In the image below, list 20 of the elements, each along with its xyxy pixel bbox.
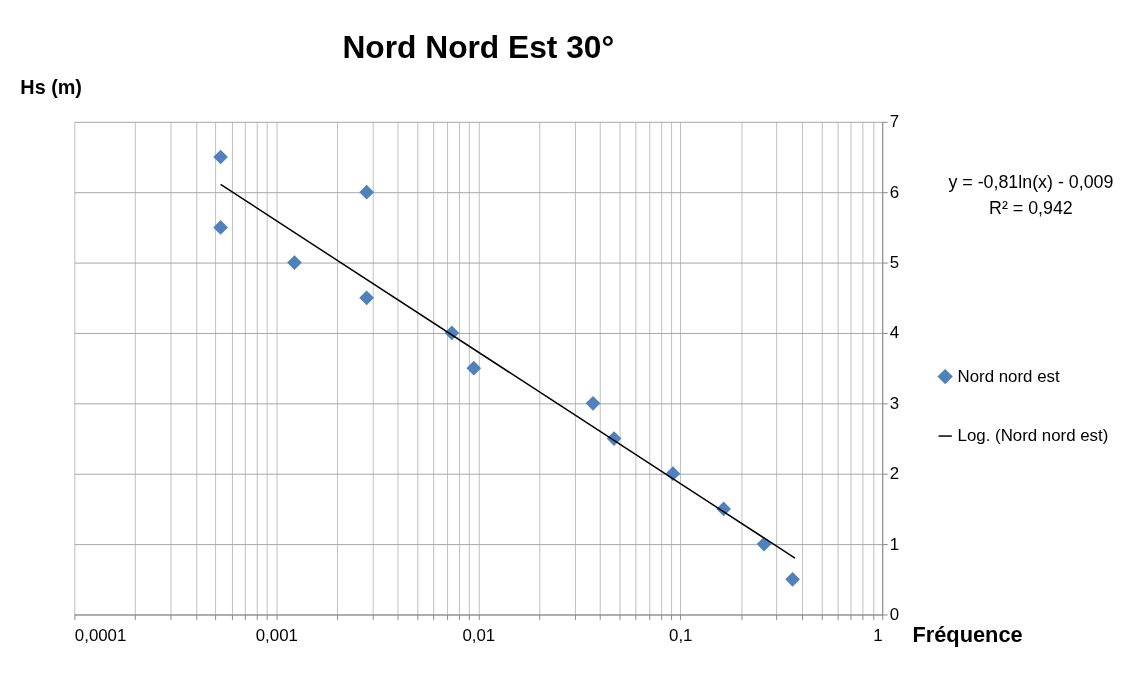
y-tick-label: 5 bbox=[889, 253, 900, 273]
x-tick-label: 0,01 bbox=[462, 625, 496, 645]
x-tick-label: 1 bbox=[873, 625, 883, 645]
y-tick-label: 1 bbox=[889, 534, 900, 554]
y-tick-label: 0 bbox=[889, 604, 900, 624]
text: R² = 0,942 bbox=[989, 198, 1073, 219]
y-axis-title: Hs (m) bbox=[20, 75, 82, 98]
x-tick-label: 0,0001 bbox=[74, 625, 127, 645]
x-tick-label: 0,1 bbox=[669, 625, 693, 645]
x-tick-label: 0,001 bbox=[255, 625, 298, 645]
y-tick-label: 2 bbox=[889, 464, 900, 484]
y-tick-label: 7 bbox=[889, 112, 900, 132]
text: y = -0,81ln(x) - 0,009 bbox=[948, 172, 1114, 193]
chart-title: Nord Nord Est 30° bbox=[342, 29, 615, 66]
y-tick-label: 3 bbox=[889, 393, 900, 413]
y-tick-label: 4 bbox=[889, 323, 900, 343]
x-axis-title: Fréquence bbox=[912, 621, 1023, 647]
legend-label: Log. (Nord nord est) bbox=[957, 426, 1109, 446]
legend-label: Nord nord est bbox=[957, 366, 1060, 386]
y-tick-label: 6 bbox=[889, 182, 900, 202]
